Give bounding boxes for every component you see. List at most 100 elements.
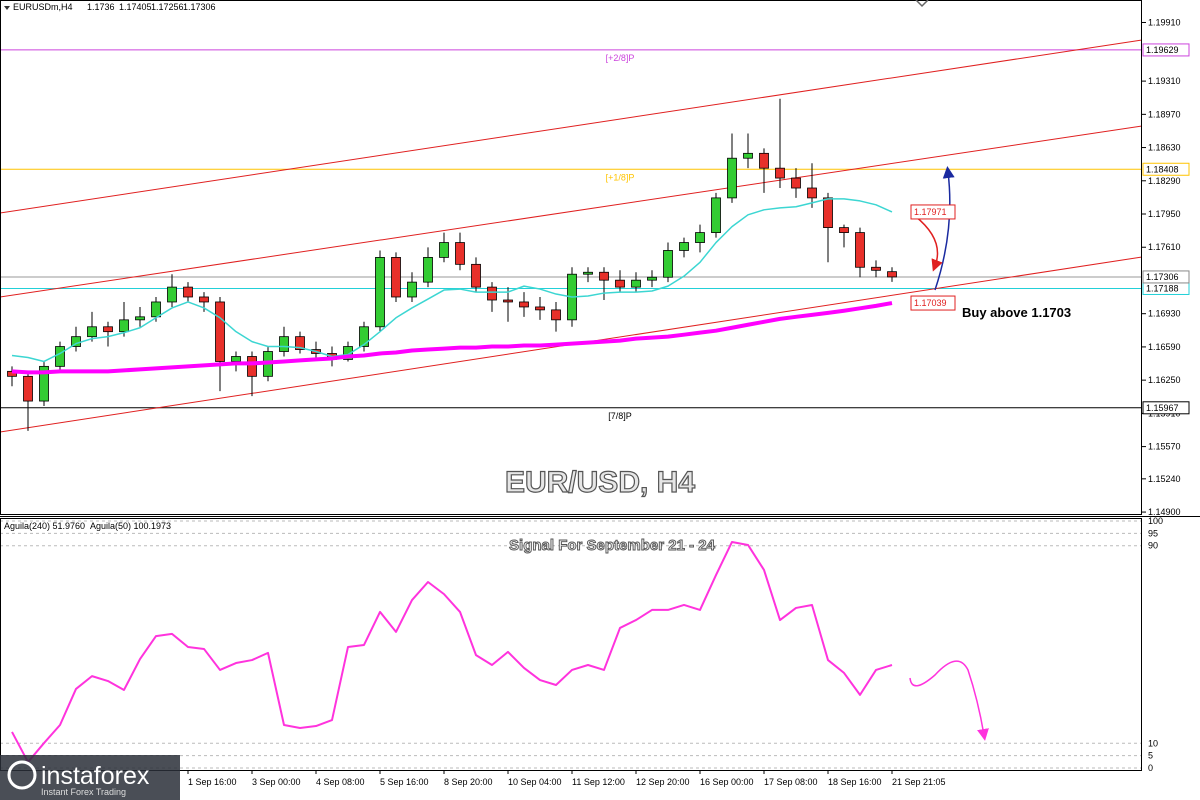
candle-body <box>519 301 529 308</box>
x-tick-label: 10 Sep 04:00 <box>508 777 562 787</box>
oscillator-forecast <box>909 660 989 741</box>
scroll-marker[interactable] <box>915 0 929 8</box>
forecast-arrow-down <box>914 215 943 272</box>
price-box-label: 1.18408 <box>1146 164 1179 174</box>
candle-body <box>823 197 833 228</box>
ma-price-label: 1.17039 <box>914 298 947 308</box>
y-tick-label: 1.18970 <box>1148 109 1181 119</box>
candle-body <box>791 177 801 189</box>
logo-icon <box>7 760 37 790</box>
price-box-label: 1.19629 <box>1146 45 1179 55</box>
x-tick-label: 18 Sep 16:00 <box>828 777 882 787</box>
candle-body <box>151 301 161 318</box>
candle-body <box>455 242 465 265</box>
candle-body <box>871 266 881 271</box>
candle-body <box>215 301 225 362</box>
x-tick-label: 8 Sep 20:00 <box>444 777 493 787</box>
candle-body <box>391 257 401 298</box>
moving-average <box>11 301 893 375</box>
x-tick-label: 5 Sep 16:00 <box>380 777 429 787</box>
logo-tagline: Instant Forex Trading <box>41 787 126 797</box>
candle-body <box>631 279 641 288</box>
price-box-label: 1.17188 <box>1146 283 1179 293</box>
y-tick-label: 1.16930 <box>1148 309 1181 319</box>
candle-body <box>167 286 177 303</box>
candle-body <box>423 257 433 283</box>
y-tick-label: 1.17950 <box>1148 209 1181 219</box>
menu-icon[interactable] <box>4 6 10 10</box>
candle-body <box>183 286 193 298</box>
indicator-label: Aguila(50) 100.1973 <box>90 521 171 531</box>
candle-body <box>647 276 657 281</box>
candle-body <box>199 296 209 303</box>
logo-text: instaforex <box>41 762 150 790</box>
price-box <box>1142 162 1190 176</box>
candle-body <box>375 257 385 328</box>
candle-body <box>503 299 513 303</box>
candle-body <box>487 286 497 301</box>
candle-body <box>55 346 65 367</box>
candle-body <box>711 197 721 233</box>
candle-body <box>23 375 33 402</box>
x-tick-label: 12 Sep 20:00 <box>636 777 690 787</box>
y-tick-label: 95 <box>1148 528 1158 538</box>
x-tick-label: 1 Sep 16:00 <box>188 777 237 787</box>
y-tick-label: 10 <box>1148 738 1158 748</box>
candle-body <box>407 281 417 298</box>
price-box <box>1142 270 1190 284</box>
candle-body <box>247 356 257 377</box>
oscillator-panel-frame <box>0 518 1142 771</box>
symbol: EURUSDm,H4 <box>13 2 73 12</box>
moving-average <box>11 198 893 363</box>
x-tick-label: 11 Sep 12:00 <box>572 777 625 787</box>
candle-body <box>695 232 705 243</box>
candle-body <box>839 227 849 233</box>
level-label: [+1/8]P <box>606 172 635 182</box>
x-tick-label: 21 Sep 21:05 <box>892 777 946 787</box>
candle-body <box>615 279 625 288</box>
front-layer: 1.19629 1.18408 1.17188 1.15967 1.17306 1.179… <box>910 43 1190 415</box>
candle-body <box>599 271 609 281</box>
y-tick-label: 5 <box>1148 751 1153 761</box>
channel-line <box>0 125 1143 298</box>
candle-body <box>279 336 289 352</box>
candle-body <box>535 306 545 311</box>
y-tick-label: 1.16250 <box>1148 375 1181 385</box>
y-tick-label: 1.15240 <box>1148 474 1181 484</box>
y-tick-label: 0 <box>1148 763 1153 773</box>
price-box <box>1142 43 1190 57</box>
price-box <box>1142 401 1190 415</box>
ma-price-label: 1.17971 <box>914 207 947 217</box>
y-tick-label: 1.15570 <box>1148 442 1181 452</box>
candle-body <box>343 346 353 360</box>
y-tick-label: 1.14900 <box>1148 507 1181 517</box>
candle-body <box>119 319 129 333</box>
candle-body <box>855 232 865 268</box>
candle-body <box>103 326 113 333</box>
ohlc-low: 1.17256 <box>151 2 184 12</box>
candle-body <box>295 336 305 350</box>
y-tick-label: 1.16590 <box>1148 342 1181 352</box>
level-label: [7/8]P <box>608 411 632 421</box>
x-tick-label: 16 Sep 00:00 <box>700 777 754 787</box>
candle-body <box>727 157 737 199</box>
candle-body <box>759 152 769 169</box>
x-tick-label: 4 Sep 08:00 <box>316 777 365 787</box>
candle-body <box>471 263 481 288</box>
ohlc-high: 1.17405 <box>119 2 152 12</box>
y-tick-label: 1.18630 <box>1148 143 1181 153</box>
candle-body <box>775 167 785 179</box>
candle-body <box>743 152 753 159</box>
channel-line <box>0 39 1143 214</box>
trade-annotation: Buy above 1.1703 <box>962 305 1071 320</box>
candle-body <box>135 316 145 321</box>
level-label: [+2/8]P <box>606 53 635 63</box>
candle-body <box>663 250 673 278</box>
candle-body <box>807 187 817 199</box>
indicator-label: Aguila(240) 51.9760 <box>4 521 85 531</box>
candle-body <box>39 365 49 402</box>
y-tick-label: 1.17610 <box>1148 242 1181 252</box>
ohlc-close: 1.17306 <box>183 2 216 12</box>
